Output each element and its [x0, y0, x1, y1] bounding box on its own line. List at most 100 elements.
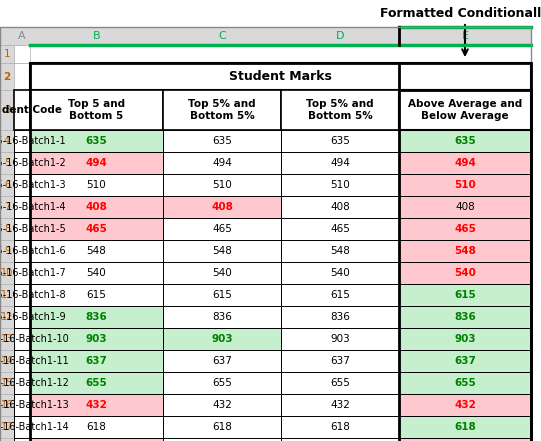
Bar: [281, 438, 399, 441]
Text: 2015-16-Batch1-4: 2015-16-Batch1-4: [0, 202, 66, 212]
Text: 14: 14: [1, 356, 13, 366]
Bar: [399, 372, 531, 394]
Bar: [14, 416, 30, 438]
Bar: [30, 394, 163, 416]
Text: 615: 615: [212, 290, 232, 300]
Text: 635: 635: [85, 136, 107, 146]
Text: 510: 510: [454, 180, 476, 190]
Bar: [0, 152, 14, 174]
Bar: [281, 416, 399, 438]
Bar: [399, 174, 531, 196]
Bar: [30, 240, 163, 262]
Bar: [14, 328, 30, 350]
Bar: [399, 438, 531, 441]
Text: 2015-16-Batch1-11: 2015-16-Batch1-11: [0, 356, 69, 366]
Bar: [14, 218, 30, 240]
Bar: [163, 262, 281, 284]
Text: 2015-16-Batch1-6: 2015-16-Batch1-6: [0, 246, 66, 256]
Bar: [14, 372, 30, 394]
Text: 465: 465: [212, 224, 232, 234]
Bar: [0, 196, 14, 218]
Bar: [163, 416, 281, 438]
Text: A: A: [18, 31, 26, 41]
Text: 548: 548: [454, 246, 476, 256]
Text: 494: 494: [330, 158, 350, 168]
Bar: [14, 394, 30, 416]
Bar: [0, 438, 14, 441]
Bar: [0, 45, 14, 63]
Text: 2015-16-Batch1-14: 2015-16-Batch1-14: [0, 422, 69, 432]
Text: 465: 465: [330, 224, 350, 234]
Text: 540: 540: [87, 268, 107, 278]
Bar: [0, 262, 14, 284]
Bar: [30, 284, 163, 306]
Bar: [281, 394, 399, 416]
Text: 2015-16-Batch1-2: 2015-16-Batch1-2: [0, 158, 66, 168]
Text: 12: 12: [1, 312, 13, 322]
Bar: [281, 90, 399, 130]
Bar: [30, 328, 163, 350]
Text: 2015-16-Batch1-8: 2015-16-Batch1-8: [0, 290, 66, 300]
Text: 432: 432: [454, 400, 476, 410]
Bar: [14, 45, 30, 63]
Text: Student Marks: Student Marks: [229, 70, 332, 83]
Text: 615: 615: [330, 290, 350, 300]
Bar: [281, 196, 399, 218]
Bar: [281, 284, 399, 306]
Text: 548: 548: [330, 246, 350, 256]
Bar: [0, 218, 14, 240]
Bar: [399, 394, 531, 416]
Text: 2015-16-Batch1-9: 2015-16-Batch1-9: [0, 312, 66, 322]
Text: 3: 3: [4, 105, 10, 115]
Text: 903: 903: [330, 334, 350, 344]
Bar: [399, 350, 531, 372]
Text: 17: 17: [1, 422, 13, 432]
Bar: [30, 262, 163, 284]
Bar: [163, 218, 281, 240]
Text: 1: 1: [4, 49, 10, 59]
Text: 903: 903: [85, 334, 107, 344]
Text: Formatted Conditionally: Formatted Conditionally: [380, 7, 541, 19]
Text: 2015-16-Batch1-3: 2015-16-Batch1-3: [0, 180, 66, 190]
Bar: [281, 130, 399, 152]
Text: 655: 655: [212, 378, 232, 388]
Text: 548: 548: [87, 246, 107, 256]
Text: 618: 618: [454, 422, 476, 432]
Bar: [281, 152, 399, 174]
Text: 540: 540: [212, 268, 232, 278]
Bar: [14, 174, 30, 196]
Bar: [0, 372, 14, 394]
Bar: [399, 262, 531, 284]
Text: 16: 16: [1, 400, 13, 410]
Bar: [14, 306, 30, 328]
Bar: [30, 90, 163, 130]
Bar: [163, 152, 281, 174]
Bar: [0, 130, 14, 152]
Text: 7: 7: [4, 202, 10, 212]
Bar: [0, 63, 14, 90]
Bar: [30, 174, 163, 196]
Text: 635: 635: [212, 136, 232, 146]
Text: 408: 408: [455, 202, 475, 212]
Text: 637: 637: [85, 356, 108, 366]
Bar: [163, 306, 281, 328]
Bar: [14, 438, 30, 441]
Text: 510: 510: [330, 180, 350, 190]
Bar: [281, 174, 399, 196]
Bar: [30, 196, 163, 218]
Bar: [163, 394, 281, 416]
Text: 5: 5: [4, 158, 10, 168]
Text: 432: 432: [330, 400, 350, 410]
Text: 494: 494: [212, 158, 232, 168]
Text: 637: 637: [454, 356, 476, 366]
Text: 13: 13: [1, 334, 13, 344]
Text: 548: 548: [212, 246, 232, 256]
Text: 540: 540: [454, 268, 476, 278]
Text: Above Average and
Below Average: Above Average and Below Average: [408, 99, 522, 121]
Text: 2015-16-Batch1-1: 2015-16-Batch1-1: [0, 136, 66, 146]
Bar: [14, 262, 30, 284]
Bar: [281, 306, 399, 328]
Bar: [281, 372, 399, 394]
Text: 615: 615: [87, 290, 107, 300]
Bar: [14, 90, 30, 130]
